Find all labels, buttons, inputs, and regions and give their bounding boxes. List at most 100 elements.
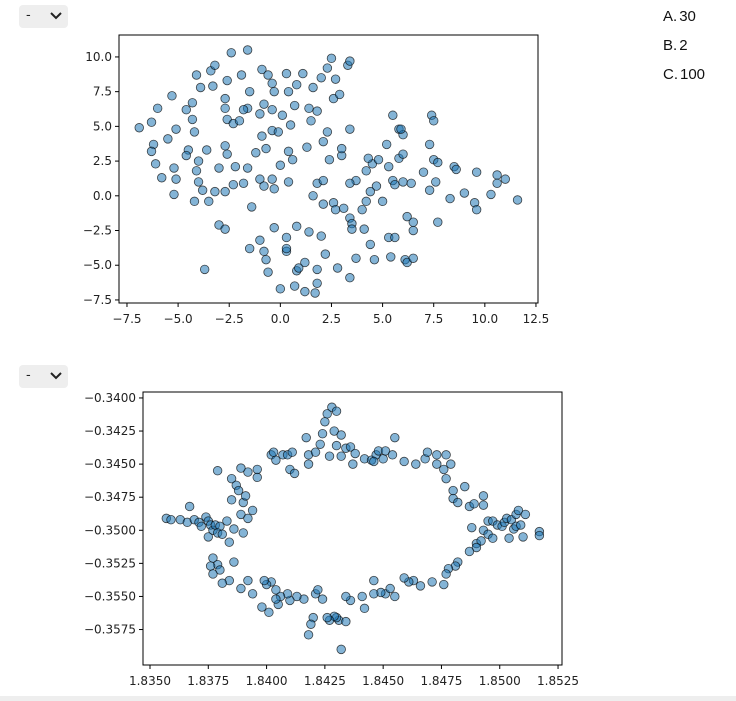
point [287, 447, 297, 457]
point [312, 264, 322, 275]
option[interactable]: B. 2 [663, 37, 688, 54]
point [513, 505, 524, 516]
point [283, 177, 294, 187]
point [301, 432, 311, 443]
point [146, 146, 157, 157]
point [308, 191, 318, 201]
option[interactable]: A. 30 [663, 8, 696, 25]
point [310, 447, 321, 457]
point [359, 603, 370, 614]
point [273, 127, 283, 137]
point [277, 110, 288, 120]
point [348, 459, 358, 469]
point [271, 594, 281, 604]
option[interactable]: C. 100 [663, 66, 705, 83]
point [208, 569, 218, 579]
dropdown[interactable]: - [19, 365, 68, 388]
point [432, 450, 442, 460]
point [214, 163, 224, 173]
point [222, 516, 232, 526]
point [488, 533, 498, 543]
point [312, 106, 322, 116]
point [187, 114, 198, 125]
point [329, 426, 339, 436]
point [341, 616, 351, 627]
option-letter: B. [663, 37, 678, 54]
point [220, 224, 230, 234]
point [220, 103, 230, 114]
point [195, 82, 206, 93]
point [471, 542, 482, 553]
point [512, 195, 523, 205]
point [171, 174, 181, 184]
point [520, 509, 531, 520]
point [257, 64, 267, 75]
point [427, 577, 437, 587]
point [345, 273, 355, 283]
point [369, 254, 380, 265]
point [268, 447, 279, 457]
x-tick-label: 1.8375 [187, 674, 229, 688]
point [289, 468, 300, 479]
point [324, 451, 335, 461]
point [169, 189, 179, 200]
point [289, 281, 300, 291]
point [451, 164, 461, 175]
y-tick-label: 5.0 [93, 119, 112, 133]
x-tick-label: 0.0 [271, 312, 290, 326]
y-tick-label: −7.5 [83, 293, 112, 307]
point [467, 522, 477, 533]
point [226, 48, 236, 58]
point [306, 116, 316, 126]
point [193, 177, 204, 187]
point [210, 60, 220, 70]
point [193, 156, 204, 166]
x-tick-label: −5.0 [164, 312, 193, 326]
point [388, 110, 398, 120]
point [259, 181, 269, 191]
option-letter: C. [663, 66, 678, 83]
point [471, 204, 482, 215]
point [212, 466, 223, 476]
dropdown[interactable]: - [19, 5, 68, 28]
point [255, 174, 265, 184]
y-tick-label: −0.3500 [84, 523, 136, 537]
point [469, 499, 479, 509]
x-tick-label: 1.8525 [537, 674, 579, 688]
chevron [50, 12, 62, 20]
point [220, 141, 230, 151]
point [169, 163, 179, 173]
point [236, 463, 246, 473]
point [373, 154, 384, 165]
dropdown-value: - [26, 368, 31, 383]
point [217, 578, 227, 588]
y-tick-label: 7.5 [93, 85, 112, 99]
point [187, 98, 198, 108]
x-tick-label: 1.8400 [246, 674, 288, 688]
point [322, 409, 332, 419]
point [261, 143, 271, 154]
point [285, 120, 296, 130]
point [247, 589, 258, 599]
point [424, 139, 435, 150]
point [446, 459, 456, 469]
point [310, 288, 320, 298]
point [402, 211, 412, 222]
point [336, 430, 346, 440]
point [157, 173, 167, 183]
point [259, 99, 269, 109]
point [255, 235, 265, 245]
y-tick-label: −0.3450 [84, 457, 136, 471]
point [292, 80, 302, 90]
point [345, 442, 356, 452]
point [478, 491, 489, 501]
option-text: 2 [679, 37, 688, 54]
point [240, 491, 251, 501]
point [263, 70, 273, 80]
point [294, 263, 304, 273]
point [350, 448, 360, 459]
point [369, 575, 379, 586]
point [181, 105, 191, 115]
point [369, 589, 379, 599]
point [478, 500, 489, 510]
